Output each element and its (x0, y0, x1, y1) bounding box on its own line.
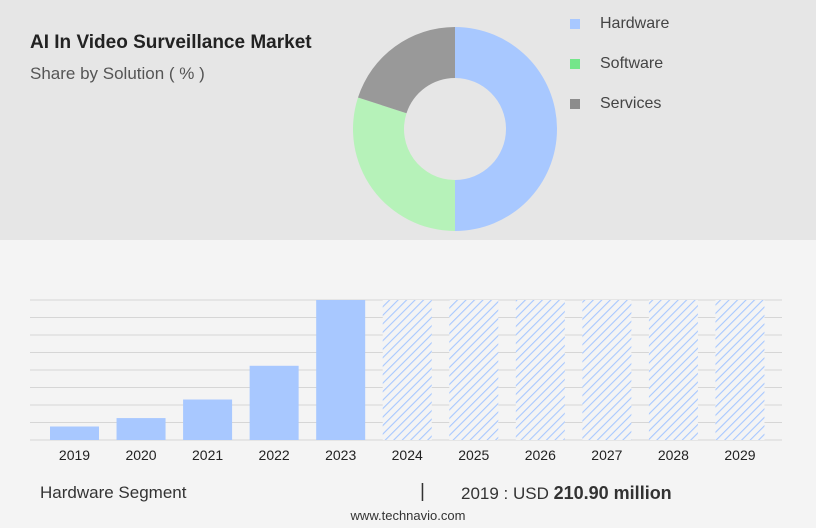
bar-chart: 2019 2020 2021 2022 2023 2024 2025 2026 2027 2028… (30, 299, 782, 463)
bar-2019 (50, 426, 99, 440)
footer-value: 210.90 million (553, 483, 672, 503)
x-tick-label-2026: 2026 (525, 447, 556, 463)
bar-2029 (715, 300, 765, 440)
bar-2028 (648, 300, 698, 440)
legend-item-services: Services (570, 94, 669, 114)
bar-2023 (316, 300, 366, 440)
x-tick-label-2028: 2028 (658, 447, 689, 463)
legend-label-services: Services (600, 95, 662, 112)
bar-2027 (582, 300, 632, 440)
bar-2024 (382, 300, 432, 440)
website-link[interactable]: www.technavio.com (350, 508, 466, 523)
donut-chart (353, 27, 557, 231)
legend: Hardware Software Services (570, 14, 669, 134)
chart-subtitle: Share by Solution ( % ) (30, 64, 205, 83)
legend-swatch-hardware (570, 19, 580, 29)
x-tick-label-2027: 2027 (591, 447, 622, 463)
footer-year-label: 2019 : USD (461, 484, 549, 503)
legend-swatch-services (570, 99, 580, 109)
x-tick-label-2025: 2025 (458, 447, 489, 463)
chart-title: AI In Video Surveillance Market (30, 32, 312, 53)
legend-item-hardware: Hardware (570, 14, 669, 34)
x-tick-label-2021: 2021 (192, 447, 223, 463)
bar-2022 (249, 365, 299, 440)
bar-2021 (183, 399, 233, 440)
x-tick-label-2019: 2019 (59, 447, 90, 463)
footer-segment: Hardware Segment (40, 483, 187, 502)
legend-label-software: Software (600, 55, 664, 72)
donut-slice-services (357, 27, 455, 114)
x-tick-label-2023: 2023 (325, 447, 356, 463)
legend-swatch-software (570, 59, 580, 69)
legend-label-hardware: Hardware (600, 15, 670, 32)
footer-divider: | (420, 481, 425, 502)
bar-2025 (449, 300, 499, 440)
bar-2026 (515, 300, 565, 440)
x-tick-label-2020: 2020 (125, 447, 156, 463)
legend-item-software: Software (570, 54, 669, 74)
donut-slice-hardware (455, 27, 557, 231)
bar-2020 (116, 418, 166, 440)
donut-slice-software (353, 97, 455, 231)
x-tick-label-2029: 2029 (724, 447, 755, 463)
footer-value-text: 2019 : USD 210.90 million (461, 483, 672, 504)
x-tick-label-2022: 2022 (259, 447, 290, 463)
x-tick-label-2024: 2024 (392, 447, 423, 463)
